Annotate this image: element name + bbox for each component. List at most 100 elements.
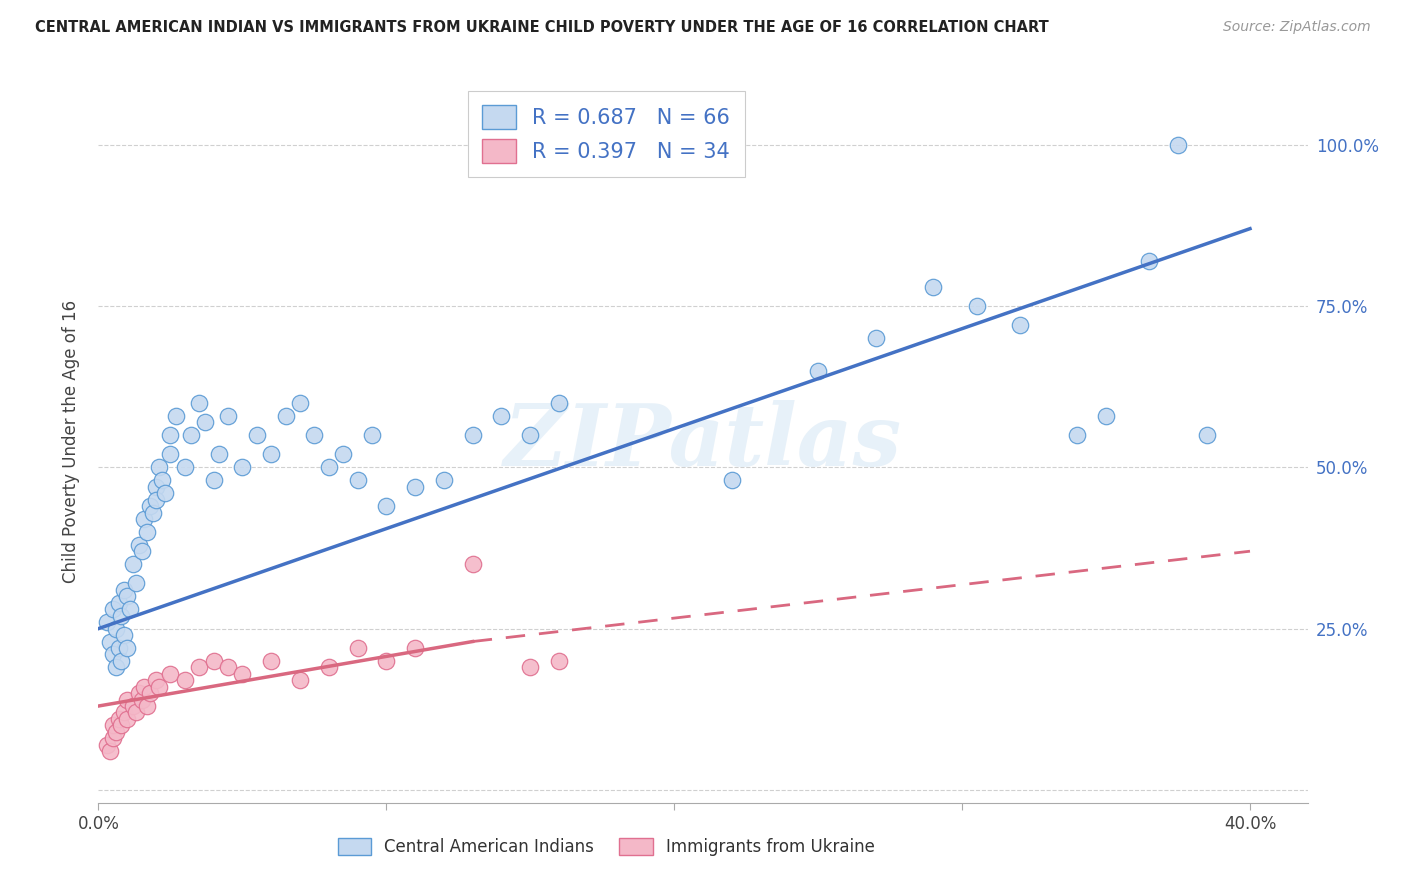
Point xyxy=(318,660,340,674)
Point xyxy=(112,582,135,597)
Point xyxy=(188,396,211,410)
Point xyxy=(807,363,830,377)
Point xyxy=(98,634,121,648)
Point xyxy=(260,447,283,461)
Point xyxy=(125,706,148,720)
Point xyxy=(1167,137,1189,152)
Point xyxy=(246,428,269,442)
Point xyxy=(202,473,225,487)
Point xyxy=(145,673,167,688)
Point xyxy=(112,628,135,642)
Point xyxy=(548,654,571,668)
Point xyxy=(1008,318,1031,333)
Point xyxy=(231,460,253,475)
Point xyxy=(125,576,148,591)
Y-axis label: Child Poverty Under the Age of 16: Child Poverty Under the Age of 16 xyxy=(62,300,80,583)
Point xyxy=(148,680,170,694)
Point xyxy=(720,473,742,487)
Point xyxy=(120,602,142,616)
Point xyxy=(180,428,202,442)
Point xyxy=(139,499,162,513)
Point xyxy=(96,615,118,630)
Point xyxy=(142,506,165,520)
Point xyxy=(461,428,484,442)
Point xyxy=(461,557,484,571)
Point xyxy=(110,654,132,668)
Point xyxy=(361,428,384,442)
Point xyxy=(153,486,176,500)
Point xyxy=(110,718,132,732)
Point xyxy=(217,660,239,674)
Point xyxy=(274,409,297,423)
Point xyxy=(101,731,124,746)
Point xyxy=(159,666,181,681)
Point xyxy=(128,686,150,700)
Point xyxy=(404,640,426,655)
Point xyxy=(519,428,541,442)
Point xyxy=(139,686,162,700)
Point xyxy=(288,673,311,688)
Point xyxy=(101,648,124,662)
Point xyxy=(173,673,195,688)
Point xyxy=(104,724,127,739)
Text: Source: ZipAtlas.com: Source: ZipAtlas.com xyxy=(1223,20,1371,34)
Point xyxy=(131,544,153,558)
Point xyxy=(115,640,138,655)
Point xyxy=(332,447,354,461)
Point xyxy=(112,706,135,720)
Point xyxy=(491,409,513,423)
Point xyxy=(104,660,127,674)
Point xyxy=(433,473,456,487)
Point xyxy=(98,744,121,758)
Point xyxy=(134,512,156,526)
Text: CENTRAL AMERICAN INDIAN VS IMMIGRANTS FROM UKRAINE CHILD POVERTY UNDER THE AGE O: CENTRAL AMERICAN INDIAN VS IMMIGRANTS FR… xyxy=(35,20,1049,35)
Point xyxy=(148,460,170,475)
Point xyxy=(188,660,211,674)
Point xyxy=(318,460,340,475)
Point xyxy=(548,396,571,410)
Point xyxy=(128,538,150,552)
Point xyxy=(145,492,167,507)
Point xyxy=(107,712,129,726)
Point xyxy=(194,415,217,429)
Point xyxy=(1066,428,1088,442)
Point xyxy=(115,712,138,726)
Point xyxy=(1095,409,1118,423)
Point xyxy=(217,409,239,423)
Point xyxy=(304,428,326,442)
Point xyxy=(131,692,153,706)
Point xyxy=(288,396,311,410)
Point xyxy=(922,279,945,293)
Point xyxy=(404,480,426,494)
Point xyxy=(104,622,127,636)
Point xyxy=(159,428,181,442)
Point xyxy=(150,473,173,487)
Point xyxy=(375,654,398,668)
Point xyxy=(346,640,368,655)
Point xyxy=(966,299,988,313)
Point xyxy=(145,480,167,494)
Point xyxy=(202,654,225,668)
Text: ZIPatlas: ZIPatlas xyxy=(503,400,903,483)
Point xyxy=(115,692,138,706)
Point xyxy=(134,680,156,694)
Point xyxy=(173,460,195,475)
Point xyxy=(165,409,187,423)
Point xyxy=(375,499,398,513)
Point xyxy=(110,608,132,623)
Point xyxy=(122,699,145,714)
Point xyxy=(1137,254,1160,268)
Point xyxy=(107,640,129,655)
Point xyxy=(136,699,159,714)
Point xyxy=(101,602,124,616)
Point xyxy=(159,447,181,461)
Point xyxy=(1195,428,1218,442)
Point xyxy=(115,590,138,604)
Point xyxy=(260,654,283,668)
Point xyxy=(231,666,253,681)
Point xyxy=(865,331,887,345)
Point xyxy=(122,557,145,571)
Legend: Central American Indians, Immigrants from Ukraine: Central American Indians, Immigrants fro… xyxy=(330,831,882,863)
Point xyxy=(101,718,124,732)
Point xyxy=(136,524,159,539)
